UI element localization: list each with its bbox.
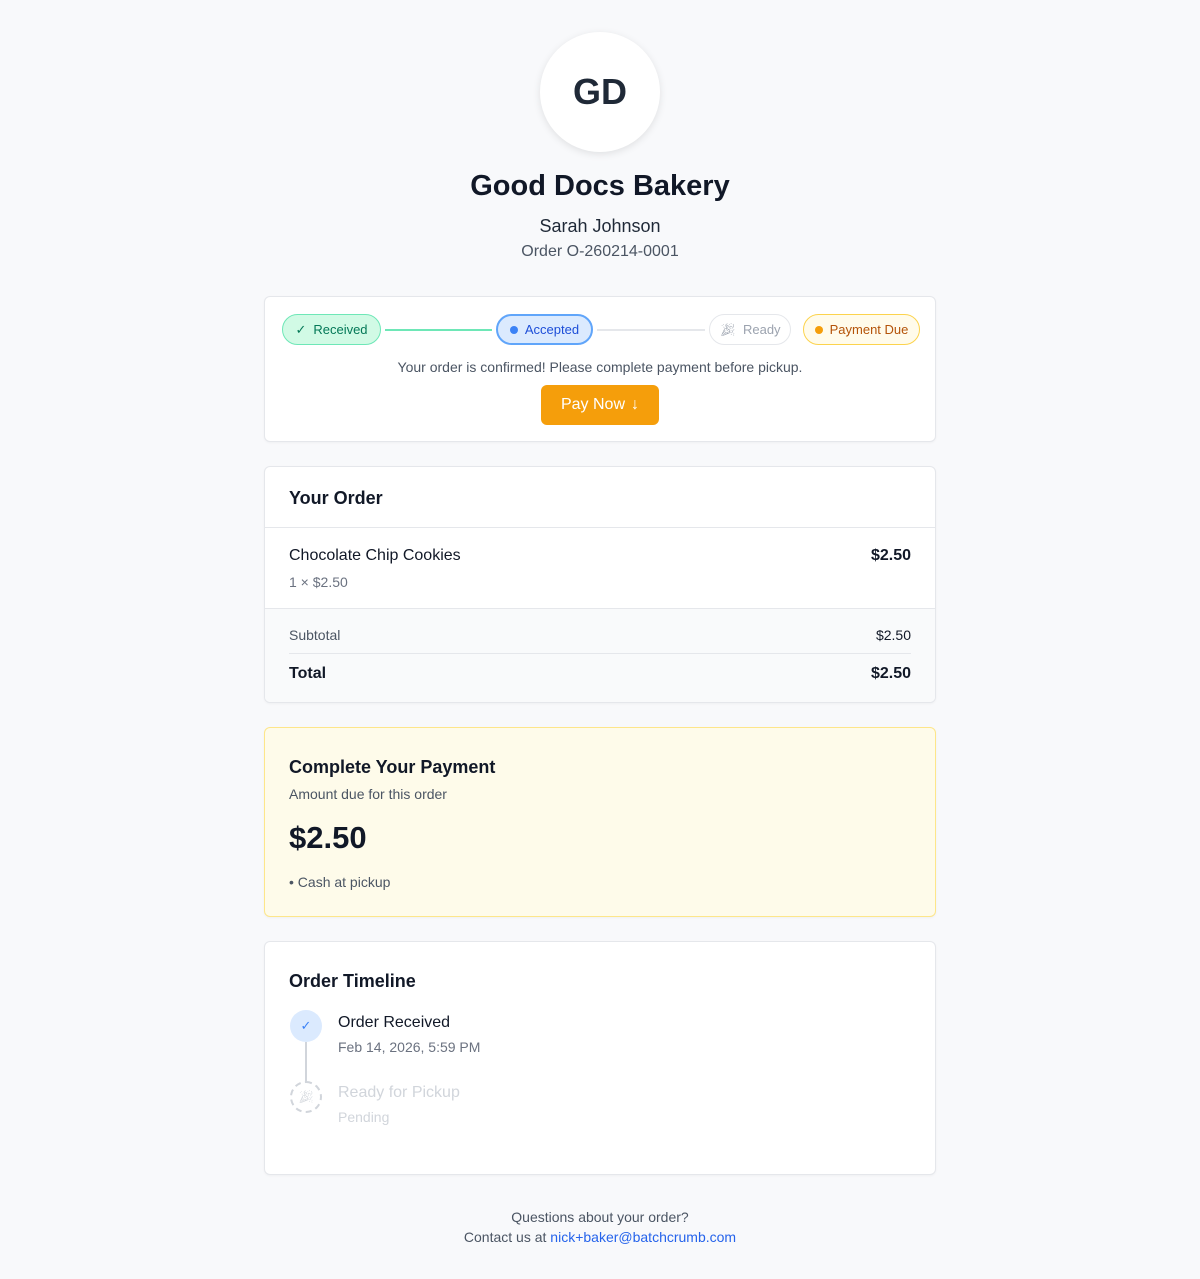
subtotal-row: Subtotal $2.50 <box>289 627 911 643</box>
total-value: $2.50 <box>870 665 911 682</box>
event-time: Feb 14, 2026, 5:59 PM <box>338 1039 481 1055</box>
timeline-card: Order Timeline ✓ 🎉︎ Order Received Feb 1… <box>264 941 936 1175</box>
arrow-down-icon: ↓ <box>631 396 640 413</box>
step-label: Received <box>313 322 368 337</box>
step-accepted: Accepted <box>496 314 593 345</box>
pay-now-label: Pay Now <box>560 396 626 413</box>
step-label: Payment Due <box>829 322 909 337</box>
customer-name: Sarah Johnson <box>539 216 661 236</box>
payment-amount: $2.50 <box>289 820 367 855</box>
contact-prefix: Contact us at <box>463 1229 551 1245</box>
payment-method: • Cash at pickup <box>289 874 391 890</box>
step-received: ✓ Received <box>282 314 381 345</box>
status-card: ✓ Received Accepted 🎉︎ Ready Payment Due Y… <box>264 296 936 442</box>
footer-question: Questions about your order? <box>511 1209 689 1225</box>
check-icon: ✓ <box>290 1010 322 1042</box>
step-payment-due: Payment Due <box>803 314 920 345</box>
total-label: Total <box>289 665 327 682</box>
subtotal-label: Subtotal <box>289 627 341 643</box>
business-name: Good Docs Bakery <box>470 170 730 202</box>
item-qty: 1 × $2.50 <box>289 574 348 590</box>
payment-subtitle: Amount due for this order <box>289 786 447 802</box>
check-icon: ✓ <box>295 321 307 337</box>
status-message: Your order is confirmed! Please complete… <box>397 359 803 375</box>
timeline-title: Order Timeline <box>289 971 416 991</box>
pay-now-button[interactable]: Pay Now ↓ <box>541 385 659 425</box>
order-title: Your Order <box>289 488 383 508</box>
dot-icon <box>509 325 518 334</box>
payment-title: Complete Your Payment <box>289 757 496 777</box>
event-title: Order Received <box>338 1014 451 1031</box>
event-time: Pending <box>338 1109 390 1125</box>
step-label: Accepted <box>524 322 580 337</box>
payment-card: Complete Your Payment Amount due for thi… <box>264 727 936 917</box>
event-title: Ready for Pickup <box>338 1084 460 1101</box>
item-name: Chocolate Chip Cookies <box>289 547 461 564</box>
dot-icon <box>814 325 823 334</box>
order-id: Order O-260214-0001 <box>521 243 679 260</box>
footer-contact: Contact us at nick+baker@batchcrumb.com <box>0 1229 1200 1245</box>
contact-email-link[interactable]: nick+baker@batchcrumb.com <box>550 1229 737 1245</box>
timeline-connector <box>305 1042 307 1082</box>
progress-line <box>385 329 492 331</box>
item-price: $2.50 <box>870 547 911 564</box>
step-ready: 🎉︎ Ready <box>709 314 791 345</box>
order-item: Chocolate Chip Cookies $2.50 <box>289 547 911 565</box>
total-row: Total $2.50 <box>289 665 911 683</box>
progress-line <box>597 329 705 331</box>
subtotal-value: $2.50 <box>875 627 911 643</box>
step-label: Ready <box>742 322 781 337</box>
party-popper-icon: 🎉︎ <box>290 1081 322 1113</box>
avatar: GD <box>540 32 660 152</box>
order-card: Your Order Chocolate Chip Cookies $2.50 1… <box>264 466 936 703</box>
party-popper-icon: 🎉︎ <box>719 321 736 337</box>
